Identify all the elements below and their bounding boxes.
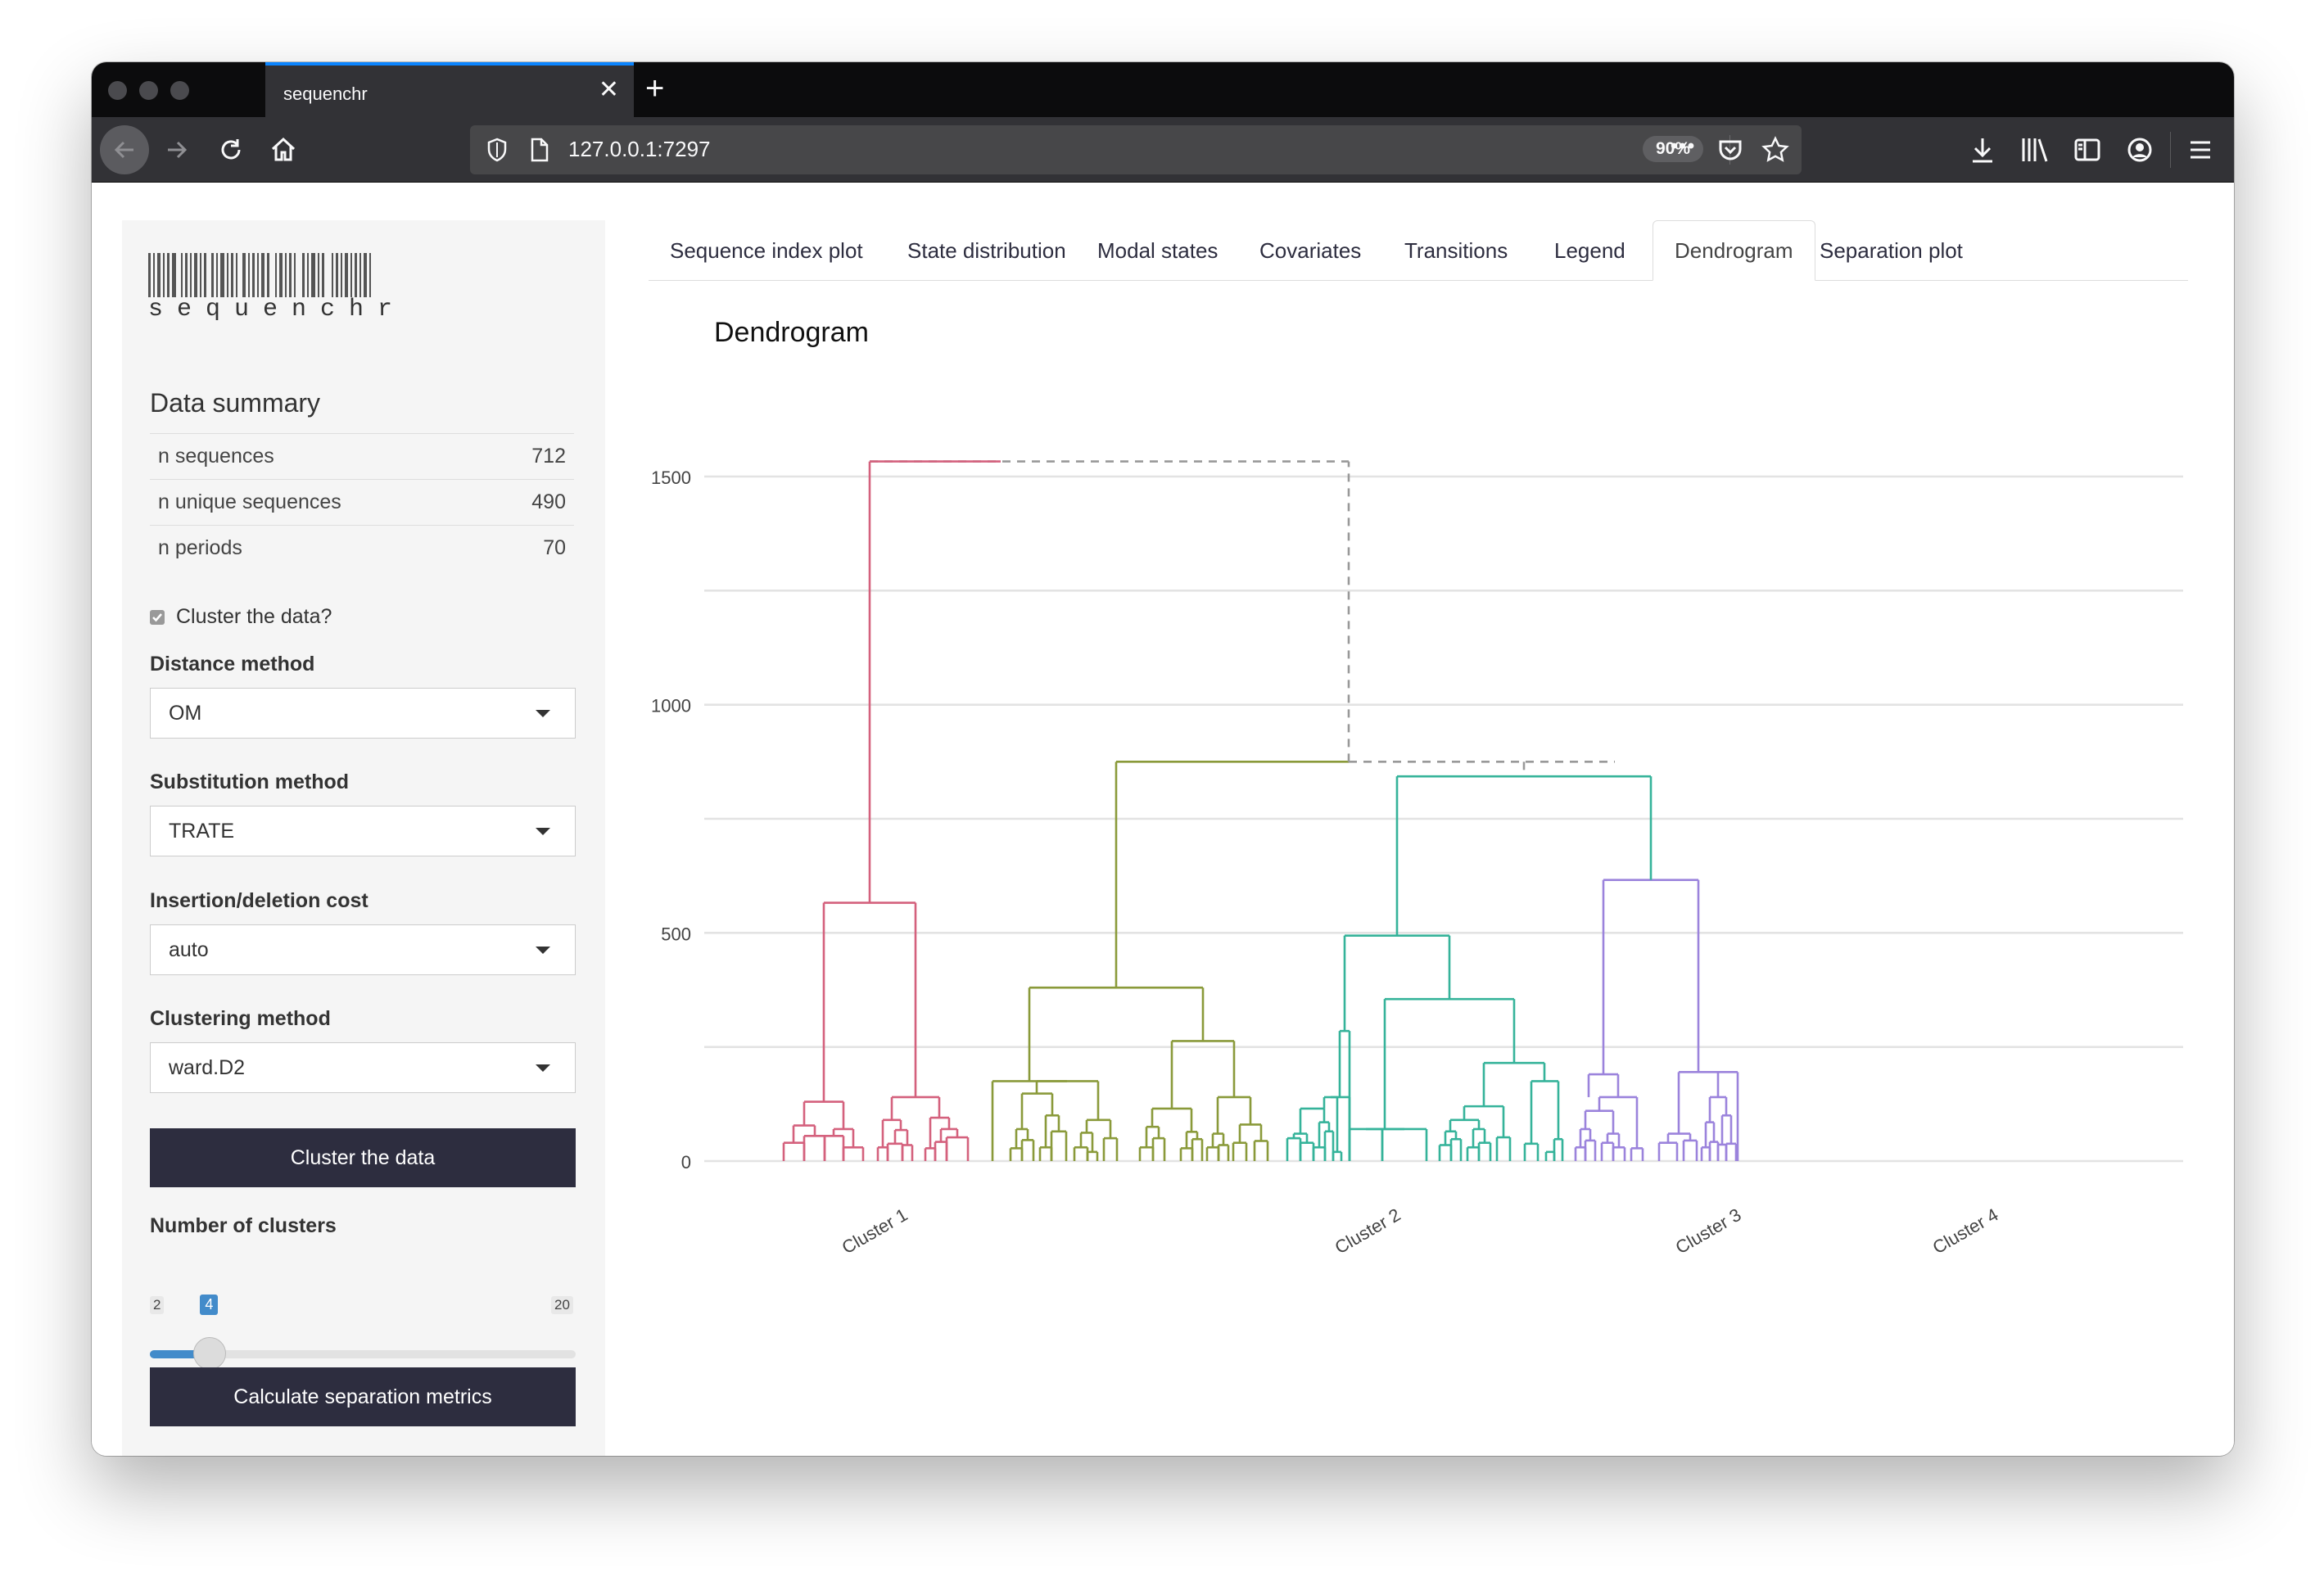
tab-legend[interactable]: Legend xyxy=(1554,237,1625,263)
minimize-window-dot[interactable] xyxy=(139,81,158,100)
browser-window: sequenchr ✕ + 127.0.0.1:7297 90% ••• xyxy=(92,62,2234,1456)
distance-method-label: Distance method xyxy=(150,653,315,676)
summary-row: n periods 70 xyxy=(150,525,574,571)
data-summary-table: n sequences 712 n unique sequences 490 n… xyxy=(150,433,574,571)
close-icon[interactable]: ✕ xyxy=(598,76,619,103)
indel-cost-select[interactable]: auto xyxy=(150,924,576,975)
zoom-indicator[interactable]: 90% xyxy=(1643,136,1704,162)
summary-value: 712 xyxy=(531,445,566,468)
star-icon[interactable] xyxy=(1761,135,1790,165)
summary-value: 70 xyxy=(543,536,566,559)
cluster-label: Cluster 4 xyxy=(1929,1204,2002,1258)
tab-separation-plot[interactable]: Separation plot xyxy=(1820,237,1963,263)
number-of-clusters-slider[interactable] xyxy=(150,1337,576,1370)
back-icon xyxy=(114,141,133,159)
browser-tab-title: sequenchr xyxy=(283,84,368,104)
indel-cost-label: Insertion/deletion cost xyxy=(150,889,368,912)
tab-modal-states[interactable]: Modal states xyxy=(1097,237,1219,263)
summary-row: n unique sequences 490 xyxy=(150,479,574,525)
more-actions-icon[interactable]: ••• xyxy=(1671,135,1697,157)
home-icon xyxy=(271,137,296,161)
distance-method-value: OM xyxy=(169,702,202,725)
library-icon[interactable] xyxy=(2019,135,2049,165)
logo-text: sequenchr xyxy=(148,296,407,323)
cluster-label: Cluster 1 xyxy=(839,1204,911,1258)
chevron-down-icon xyxy=(536,947,550,954)
new-tab-button[interactable]: + xyxy=(645,70,665,106)
summary-label: n sequences xyxy=(158,445,274,468)
url-bar[interactable]: 127.0.0.1:7297 90% ••• xyxy=(470,125,1802,174)
browser-tab[interactable]: sequenchr ✕ xyxy=(265,62,634,117)
summary-label: n unique sequences xyxy=(158,490,341,513)
cluster-checkbox-row[interactable]: Cluster the data? xyxy=(150,605,332,629)
clustering-method-label: Clustering method xyxy=(150,1007,331,1030)
tab-state-distribution[interactable]: State distribution xyxy=(907,237,1066,263)
y-tick-label: 500 xyxy=(661,924,691,944)
separation-metrics-button[interactable]: Calculate separation metrics xyxy=(150,1367,576,1426)
forward-button[interactable] xyxy=(152,125,201,174)
slider-fill xyxy=(150,1350,210,1358)
tab-transitions[interactable]: Transitions xyxy=(1404,237,1508,263)
substitution-method-select[interactable]: TRATE xyxy=(150,806,576,856)
summary-row: n sequences 712 xyxy=(150,433,574,479)
cluster-checkbox[interactable] xyxy=(150,609,165,625)
page-icon[interactable] xyxy=(529,138,550,162)
cluster-data-button[interactable]: Cluster the data xyxy=(150,1128,576,1187)
back-button[interactable] xyxy=(100,125,149,174)
substitution-method-value: TRATE xyxy=(169,820,235,843)
close-window-dot[interactable] xyxy=(108,81,127,100)
tab-dendrogram[interactable]: Dendrogram xyxy=(1653,220,1815,281)
pocket-icon[interactable] xyxy=(1716,136,1744,164)
account-icon[interactable] xyxy=(2126,136,2154,164)
urlbar-separator xyxy=(1729,135,1730,165)
summary-label: n periods xyxy=(158,536,242,559)
slider-handle[interactable] xyxy=(193,1337,227,1370)
home-button[interactable] xyxy=(259,125,308,174)
slider-max-label: 20 xyxy=(551,1296,573,1314)
y-tick-label: 1000 xyxy=(651,696,691,716)
slider-min-label: 2 xyxy=(150,1296,165,1314)
maximize-window-dot[interactable] xyxy=(170,81,189,100)
slider-value-label: 4 xyxy=(200,1295,219,1315)
navigation-bar: 127.0.0.1:7297 90% ••• xyxy=(92,117,2234,183)
forward-icon xyxy=(168,141,188,159)
chevron-down-icon xyxy=(536,828,550,835)
chevron-down-icon xyxy=(536,1064,550,1072)
number-of-clusters-label: Number of clusters xyxy=(150,1214,337,1237)
checkmark-icon xyxy=(152,612,162,621)
barcode-logo-icon xyxy=(148,253,371,297)
url-text[interactable]: 127.0.0.1:7297 xyxy=(568,137,711,161)
data-summary-title: Data summary xyxy=(150,388,321,418)
page-content: sequenchr Data summary n sequences 712 n… xyxy=(92,183,2234,1456)
y-tick-label: 0 xyxy=(681,1152,691,1173)
tab-bar: sequenchr ✕ + xyxy=(92,62,2234,117)
sidebar-panel: sequenchr Data summary n sequences 712 n… xyxy=(122,220,605,1456)
reload-button[interactable] xyxy=(206,125,255,174)
clustering-method-select[interactable]: ward.D2 xyxy=(150,1042,576,1093)
shield-icon[interactable] xyxy=(486,138,508,162)
plot-title: Dendrogram xyxy=(714,317,869,348)
tab-sequence-index-plot[interactable]: Sequence index plot xyxy=(670,237,863,263)
tab-strip: Sequence index plot State distribution M… xyxy=(649,220,2188,281)
reload-icon xyxy=(221,139,241,160)
clustering-method-value: ward.D2 xyxy=(169,1056,246,1079)
y-tick-label: 1500 xyxy=(651,468,691,488)
summary-value: 490 xyxy=(531,490,566,513)
cluster-label: Cluster 3 xyxy=(1672,1204,1745,1258)
sidebar-icon[interactable] xyxy=(2073,136,2101,164)
substitution-method-label: Substitution method xyxy=(150,770,350,793)
indel-cost-value: auto xyxy=(169,938,209,961)
download-icon[interactable] xyxy=(1969,135,1996,165)
distance-method-select[interactable]: OM xyxy=(150,688,576,739)
cluster-checkbox-label: Cluster the data? xyxy=(176,605,332,628)
chevron-down-icon xyxy=(536,710,550,717)
toolbar-separator xyxy=(2170,132,2171,168)
menu-icon[interactable] xyxy=(2186,138,2214,162)
cluster-label: Cluster 2 xyxy=(1332,1204,1404,1258)
tab-covariates[interactable]: Covariates xyxy=(1259,237,1362,263)
